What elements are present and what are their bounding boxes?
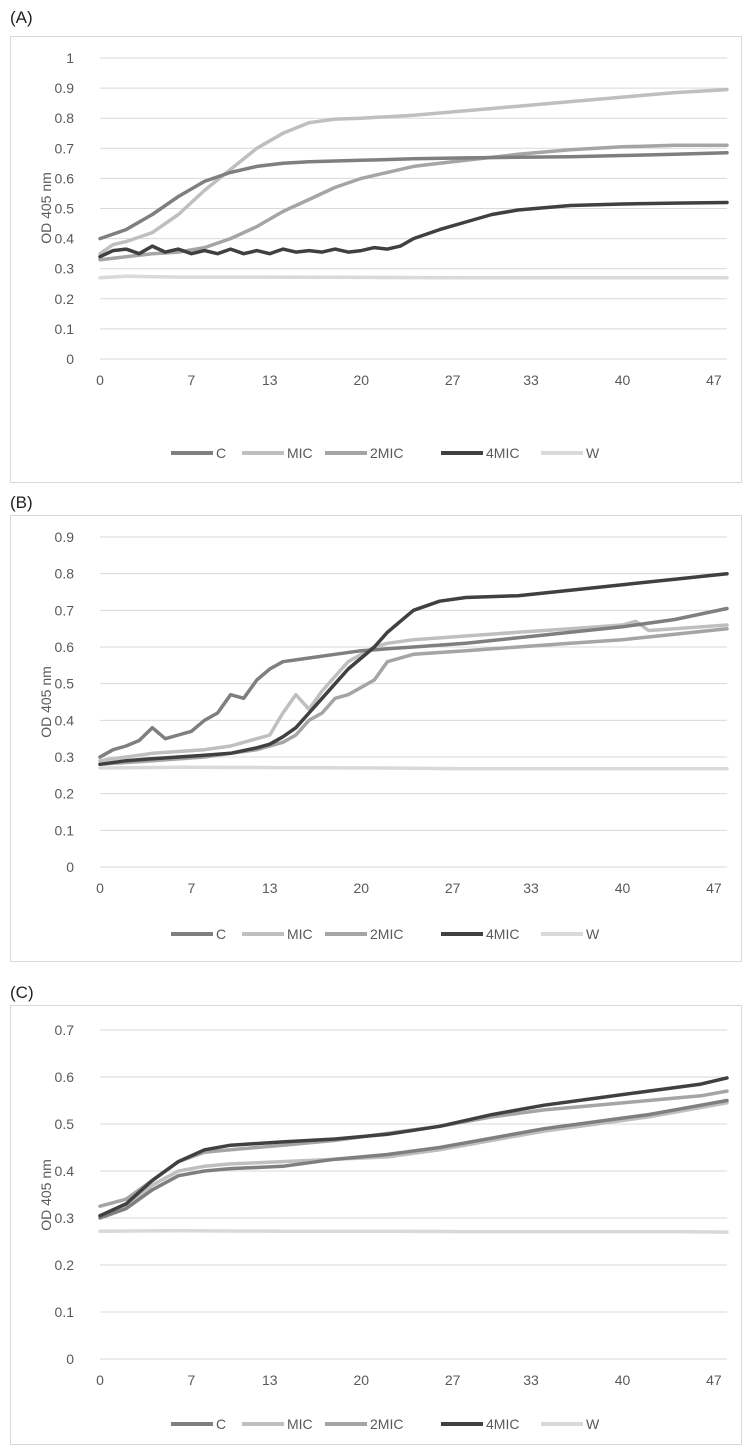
legend-label: W [586, 1416, 600, 1432]
legend-label: MIC [287, 445, 313, 461]
y-axis-label: OD 405 nm [38, 666, 54, 738]
series-line-4mic [98, 1076, 729, 1218]
series-line-w [98, 765, 729, 771]
chart-b: 0 0.1 0.2 0.3 0.4 0.5 0.6 0.7 0.8 0.9 0 7 13 20 27 33 40… [38, 529, 729, 942]
x-tick-label: 0 [96, 1372, 104, 1388]
legend-label: C [216, 926, 226, 942]
x-tick-label: 13 [262, 1372, 278, 1388]
x-tick-label: 27 [445, 372, 461, 388]
series-line-c [98, 1098, 729, 1220]
x-tick-label: 0 [96, 372, 104, 388]
series-line-c [98, 151, 729, 241]
y-axis-label: OD 405 nm [38, 172, 54, 244]
panel-label-a: (A) [10, 8, 33, 27]
y-tick-label: 0.4 [55, 231, 75, 247]
x-tick-label: 27 [445, 880, 461, 896]
y-tick-label: 0.5 [55, 201, 75, 217]
y-tick-label: 0.8 [55, 566, 75, 582]
x-tick-label: 7 [188, 372, 196, 388]
y-tick-label: 0.4 [55, 712, 75, 728]
y-tick-label: 0.3 [55, 749, 75, 765]
y-tick-label: 0.1 [55, 822, 75, 838]
x-tick-label: 33 [523, 1372, 539, 1388]
chart-c: 0 0.1 0.2 0.3 0.4 0.5 0.6 0.7 0 7 13 20 27 33 40 47 OD 4… [38, 1022, 729, 1432]
y-tick-label: 0.4 [55, 1163, 75, 1179]
legend-label: C [216, 445, 226, 461]
y-tick-label: 0.2 [55, 291, 75, 307]
panel-label-c: (C) [10, 983, 34, 1002]
x-tick-label: 7 [188, 880, 196, 896]
legend-label: 4MIC [486, 445, 519, 461]
y-tick-label: 0.7 [55, 602, 75, 618]
chart-panel-c: 0 0.1 0.2 0.3 0.4 0.5 0.6 0.7 0 7 13 20 27 33 40 47 OD 4… [10, 1005, 742, 1445]
x-tick-label: 47 [706, 1372, 722, 1388]
legend-label: 2MIC [370, 445, 403, 461]
y-tick-label: 0.5 [55, 676, 75, 692]
x-tick-label: 13 [262, 880, 278, 896]
chart-panel-b: 0 0.1 0.2 0.3 0.4 0.5 0.6 0.7 0.8 0.9 0 7 13 20 27 33 40… [10, 515, 742, 962]
x-tick-label: 27 [445, 1372, 461, 1388]
y-tick-label: 0 [66, 351, 74, 367]
y-tick-label: 0.2 [55, 1257, 75, 1273]
x-tick-label: 0 [96, 880, 104, 896]
y-tick-label: 0 [66, 859, 74, 875]
series-line-mic [98, 619, 729, 763]
y-tick-label: 0.5 [55, 1116, 75, 1132]
x-tick-label: 33 [523, 880, 539, 896]
y-tick-label: 0.8 [55, 110, 75, 126]
y-tick-label: 0.3 [55, 261, 75, 277]
y-tick-label: 0.3 [55, 1210, 75, 1226]
x-tick-label: 20 [353, 372, 369, 388]
series-line-w [98, 1228, 729, 1234]
x-tick-label: 20 [353, 1372, 369, 1388]
legend-label: MIC [287, 926, 313, 942]
legend-label: W [586, 445, 600, 461]
series-line-4mic [98, 200, 729, 259]
series-line-w [98, 274, 729, 280]
series-line-mic [98, 87, 729, 256]
y-tick-label: 0.1 [55, 321, 75, 337]
x-tick-label: 47 [706, 372, 722, 388]
legend-label: C [216, 1416, 226, 1432]
x-tick-label: 20 [353, 880, 369, 896]
x-tick-label: 33 [523, 372, 539, 388]
x-tick-label: 13 [262, 372, 278, 388]
chart-panel-a: 0 0.1 0.2 0.3 0.4 0.5 0.6 0.7 0.8 0.9 1 0 7 13 20 27 33 4… [10, 36, 742, 483]
x-tick-label: 40 [615, 1372, 631, 1388]
x-tick-label: 47 [706, 880, 722, 896]
y-tick-label: 0.7 [55, 140, 75, 156]
series-line-c [98, 606, 729, 759]
y-tick-label: 0.9 [55, 529, 75, 545]
y-tick-label: 0.6 [55, 639, 75, 655]
y-tick-label: 0.1 [55, 1304, 75, 1320]
y-tick-label: 1 [66, 50, 74, 66]
y-tick-label: 0.6 [55, 170, 75, 186]
y-tick-label: 0.6 [55, 1069, 75, 1085]
x-tick-label: 7 [188, 1372, 196, 1388]
legend-label: MIC [287, 1416, 313, 1432]
legend-label: W [586, 926, 600, 942]
y-tick-label: 0.7 [55, 1022, 75, 1038]
series-line-2mic [98, 626, 729, 767]
y-axis-label: OD 405 nm [38, 1159, 54, 1231]
series-line-4mic [98, 571, 729, 767]
legend-label: 2MIC [370, 926, 403, 942]
series-line-2mic [98, 1089, 729, 1208]
y-tick-label: 0.2 [55, 786, 75, 802]
legend-label: 4MIC [486, 1416, 519, 1432]
panel-label-b: (B) [10, 493, 33, 512]
x-tick-label: 40 [615, 372, 631, 388]
series-line-mic [98, 1101, 729, 1218]
y-tick-label: 0 [66, 1351, 74, 1367]
legend-label: 2MIC [370, 1416, 403, 1432]
y-tick-label: 0.9 [55, 80, 75, 96]
chart-a: 0 0.1 0.2 0.3 0.4 0.5 0.6 0.7 0.8 0.9 1 0 7 13 20 27 33 4… [38, 50, 729, 461]
x-tick-label: 40 [615, 880, 631, 896]
legend-label: 4MIC [486, 926, 519, 942]
